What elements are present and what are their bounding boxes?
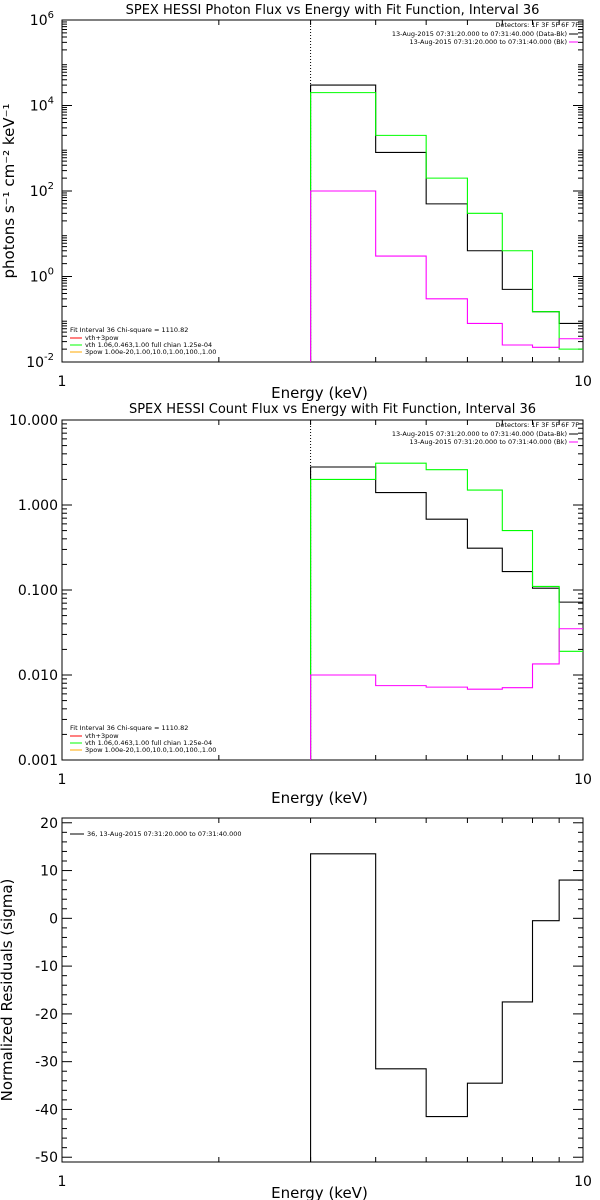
- fit-legend-entry: 3pow 1.00e-20,1.00,10.0,1.00,100.,1.00: [85, 746, 216, 754]
- y-tick-label: 10-2: [26, 352, 54, 371]
- fit-legend-entry: 3pow 1.00e-20,1.00,10.0,1.00,100.,1.00: [85, 348, 216, 356]
- fit-legend-entry: vth+3pow: [85, 732, 119, 740]
- y-tick-label: 1.000: [18, 498, 58, 514]
- chart-panel-1: SPEX HESSI Photon Flux vs Energy with Fi…: [0, 3, 592, 402]
- x-tick-label: 1: [58, 1174, 67, 1190]
- legend-entry: 13-Aug-2015 07:31:20.000 to 07:31:40.000…: [410, 438, 567, 446]
- detectors-label: Detectors: 1F 3F 5F 6F 7F: [495, 421, 579, 429]
- data-area: [310, 462, 583, 760]
- y-tick-label: 0: [49, 911, 58, 927]
- y-tick-label: 106: [30, 10, 54, 29]
- fit-info: Fit Interval 36 Chi-square = 1110.82: [70, 326, 188, 334]
- y-tick-label: -50: [35, 1150, 58, 1166]
- y-tick-label: -40: [35, 1102, 58, 1118]
- legend-entry: 13-Aug-2015 07:31:20.000 to 07:31:40.000…: [410, 38, 567, 46]
- series-line-1: [310, 466, 583, 760]
- fit-legend-entry: vth 1.06,0.463,1.00 full chian 1.25e-04: [85, 739, 212, 747]
- x-axis-label: Energy (keV): [271, 789, 368, 807]
- y-tick-label: 10.000: [9, 413, 58, 429]
- series-line-2: [310, 92, 583, 362]
- data-area: [310, 84, 583, 362]
- series-line-2: [310, 462, 583, 760]
- plot-frame: [61, 817, 584, 1163]
- y-tick-label: 10: [40, 864, 58, 880]
- y-tick-label: 102: [30, 181, 54, 200]
- legend-entry: 13-Aug-2015 07:31:20.000 to 07:31:40.000…: [392, 30, 567, 38]
- y-axis-label: photons s⁻¹ cm⁻² keV⁻¹: [0, 104, 18, 279]
- plot-frame: [61, 419, 584, 761]
- fit-info: Fit Interval 36 Chi-square = 1110.82: [70, 724, 188, 732]
- y-tick-label: 0.100: [18, 583, 58, 599]
- legend-entry: 13-Aug-2015 07:31:20.000 to 07:31:40.000…: [392, 430, 567, 438]
- y-tick-label: -20: [35, 1007, 58, 1023]
- series-line-3: [310, 628, 583, 760]
- y-tick-label: 100: [30, 267, 54, 286]
- y-tick-label: -10: [35, 959, 58, 975]
- x-tick-label: 10: [574, 374, 592, 390]
- chart-title: SPEX HESSI Photon Flux vs Energy with Fi…: [126, 3, 540, 18]
- x-tick-label: 10: [574, 1174, 592, 1190]
- detectors-label: Detectors: 1F 3F 5F 6F 7F: [495, 21, 579, 29]
- x-tick-label: 1: [58, 374, 67, 390]
- x-axis-label: Energy (keV): [271, 1184, 368, 1200]
- data-area: [310, 853, 583, 1162]
- x-axis-label: Energy (keV): [271, 384, 368, 402]
- chart-title: SPEX HESSI Count Flux vs Energy with Fit…: [129, 402, 536, 417]
- chart-panel-2: SPEX HESSI Count Flux vs Energy with Fit…: [9, 402, 592, 807]
- fit-legend-entry: vth+3pow: [85, 334, 119, 342]
- series-line-1: [310, 84, 583, 362]
- legend-entry: 36, 13-Aug-2015 07:31:20.000 to 07:31:40…: [87, 830, 242, 838]
- chart-panel-3: Energy (keV) Normalized Residuals (sigma)…: [0, 816, 592, 1200]
- y-tick-label: 0.010: [18, 668, 58, 684]
- series-line-3: [310, 190, 583, 362]
- x-tick-label: 1: [58, 772, 67, 788]
- y-tick-label: 20: [40, 816, 58, 832]
- x-tick-label: 10: [574, 772, 592, 788]
- fit-legend-entry: vth 1.06,0.463,1.00 full chian 1.25e-04: [85, 341, 212, 349]
- y-tick-label: 0.001: [18, 753, 58, 769]
- y-axis-label: Normalized Residuals (sigma): [0, 879, 16, 1102]
- series-line-1: [310, 853, 583, 1162]
- y-tick-label: 104: [30, 96, 54, 115]
- y-tick-label: -30: [35, 1055, 58, 1071]
